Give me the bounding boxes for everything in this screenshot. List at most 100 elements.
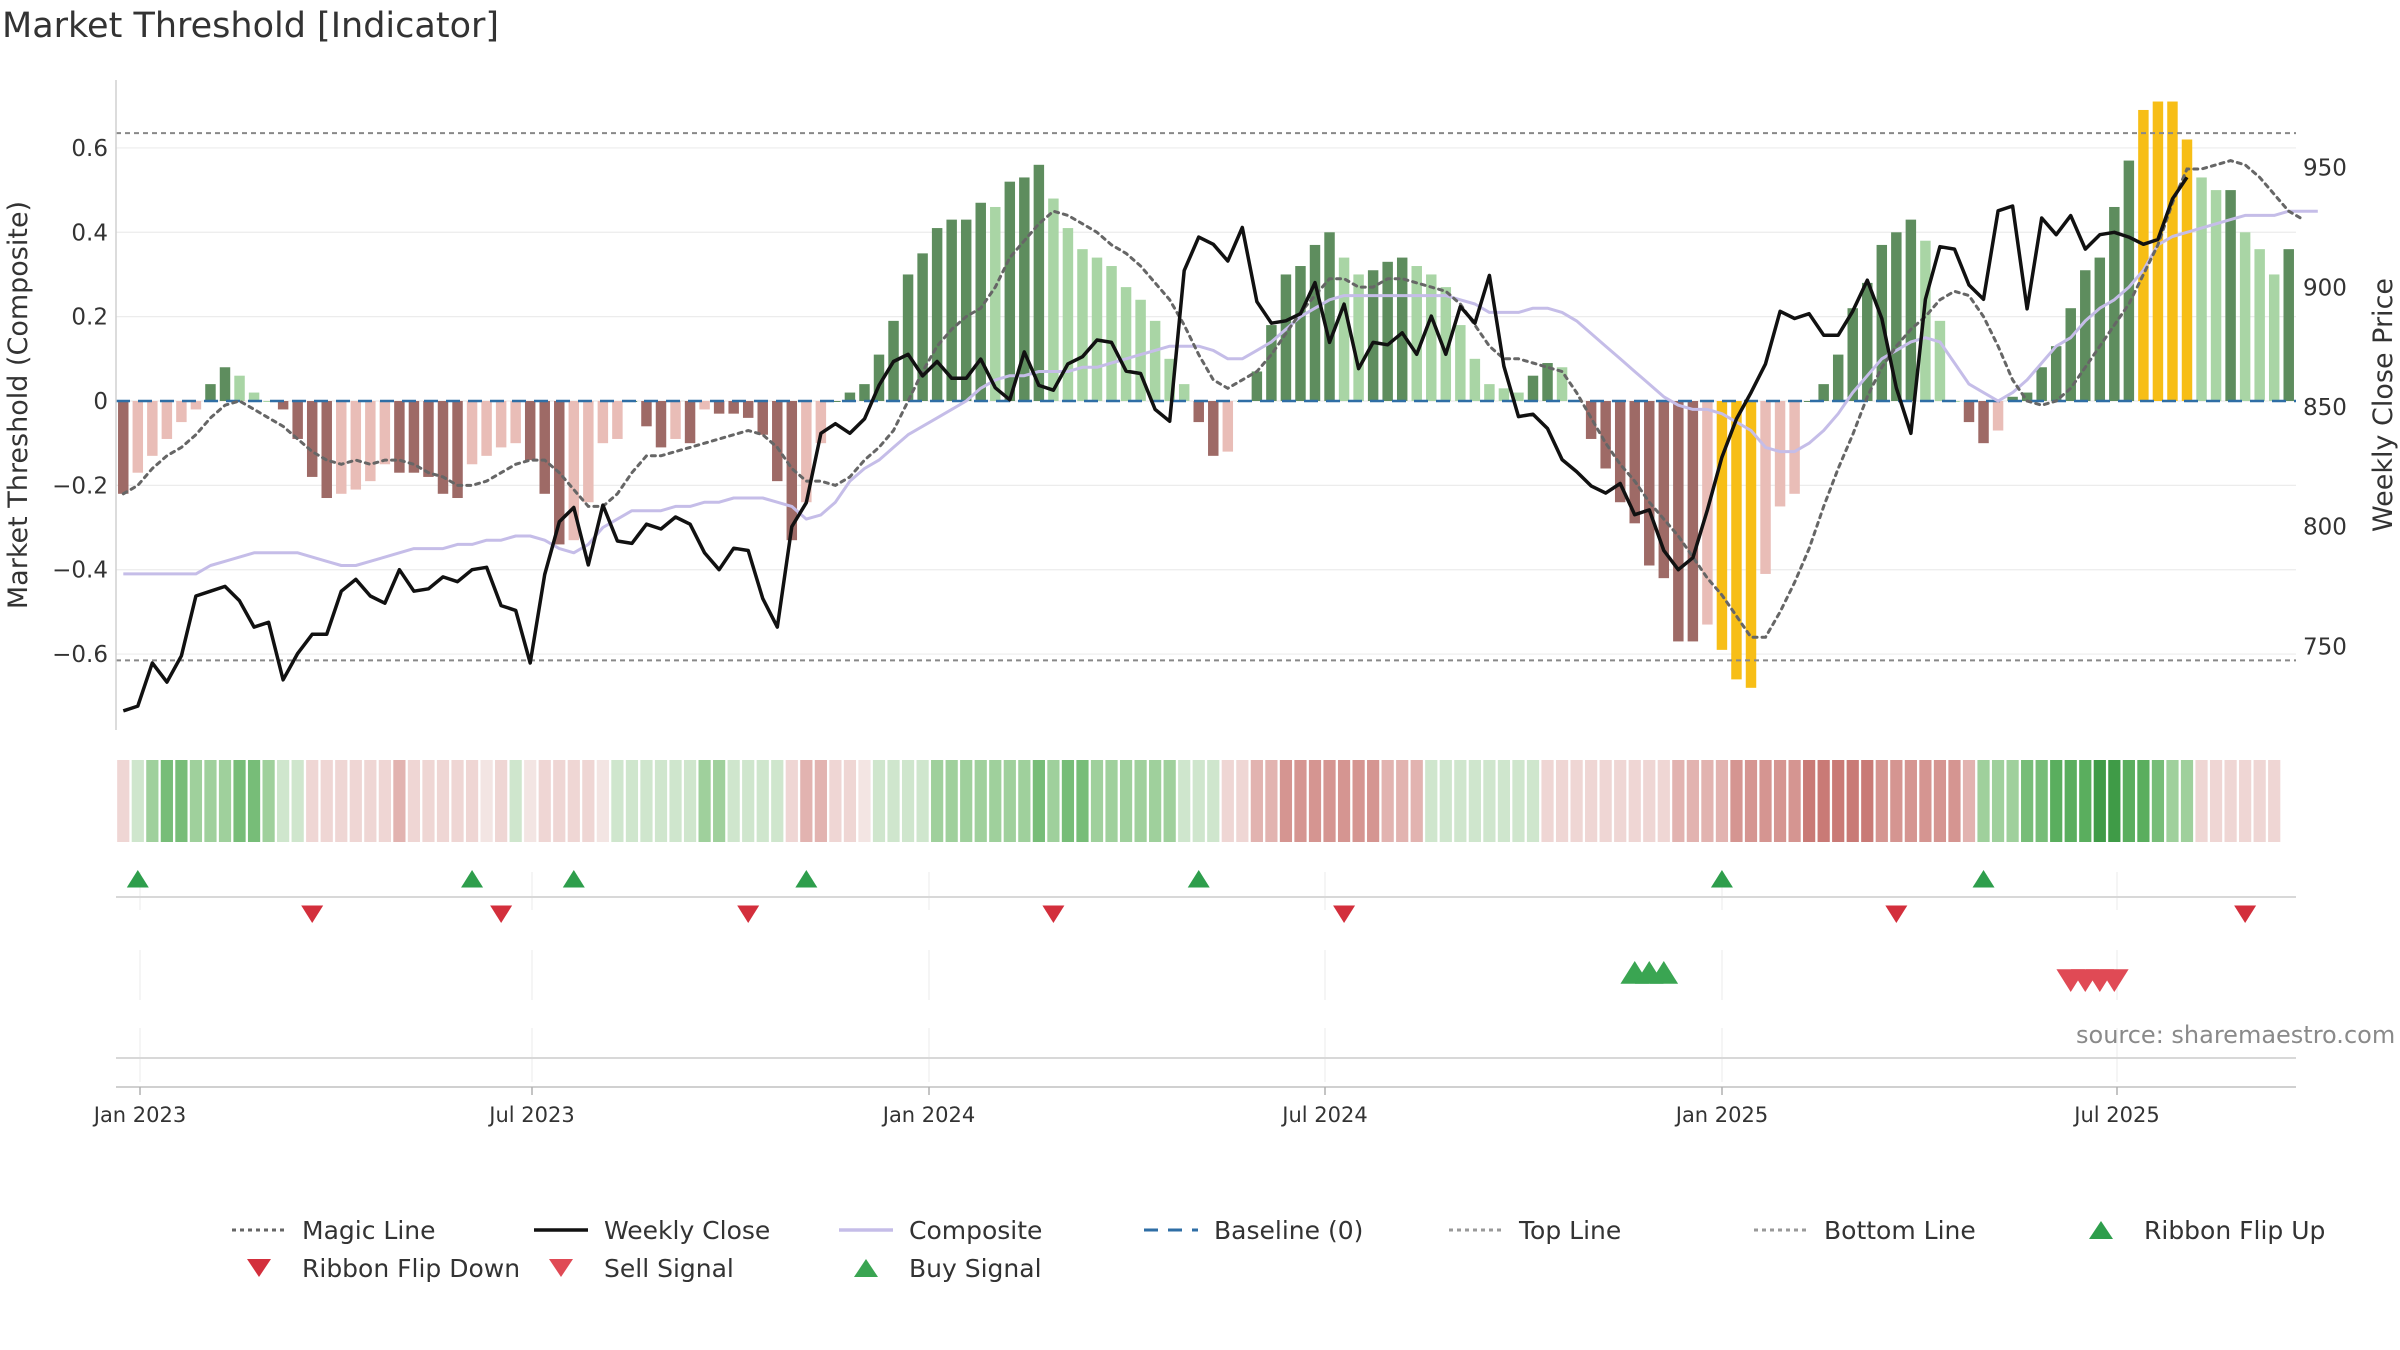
ribbon-cell [1555, 760, 1569, 842]
ribbon-flip-down-marker [1885, 905, 1908, 923]
legend-label: Composite [909, 1215, 1043, 1245]
threshold-bar [1266, 325, 1277, 401]
legend-swatch [1449, 1228, 1503, 1232]
ribbon-cell [2064, 760, 2077, 842]
threshold-bar [975, 202, 986, 401]
x-tick-label: Jan 2023 [92, 1103, 187, 1127]
threshold-bar [1992, 401, 2004, 431]
buy-signal-marker [1649, 961, 1679, 984]
ribbon-cell [931, 760, 944, 842]
threshold-bar [1862, 282, 1873, 401]
ribbon-cell [1207, 760, 1220, 842]
threshold-bar [365, 401, 376, 482]
threshold-bar [1091, 257, 1103, 401]
triangle-up-icon [854, 1259, 878, 1277]
legend-label: Sell Signal [604, 1253, 734, 1283]
ribbon-cell [1134, 760, 1147, 842]
ribbon-cell [233, 760, 246, 842]
legend-swatch [1754, 1228, 1808, 1232]
ribbon-flip-up-marker [795, 870, 818, 888]
threshold-bar [1033, 164, 1045, 401]
threshold-bar [612, 401, 623, 439]
threshold-bar [2210, 190, 2222, 401]
right-tick-label: 950 [2303, 156, 2347, 182]
threshold-bar [1716, 401, 1728, 650]
left-tick-label: −0.2 [52, 473, 108, 499]
ribbon-cell [1221, 760, 1234, 842]
threshold-bar [1426, 274, 1437, 401]
legend-label: Ribbon Flip Up [2144, 1215, 2326, 1245]
threshold-bar [801, 401, 812, 503]
ribbon-cell [1308, 760, 1322, 842]
ribbon-cell [785, 760, 798, 842]
threshold-bar [1760, 401, 1771, 574]
ribbon-cell [204, 760, 217, 842]
threshold-bar [292, 401, 303, 439]
left-axis-title: Market Threshold (Composite) [3, 201, 34, 609]
threshold-bar [481, 401, 492, 456]
ribbon-cell [1701, 760, 1714, 842]
legend-item: Weekly Close [532, 1212, 770, 1248]
ribbon-cell [945, 760, 958, 842]
ribbon-cell [553, 760, 566, 842]
legend-item: Buy Signal [837, 1250, 1042, 1286]
ribbon-cell [1614, 760, 1627, 842]
signal-rows [116, 870, 2296, 1088]
legend-swatch [247, 1259, 271, 1277]
ribbon-cell [1149, 760, 1162, 842]
ribbon-flip-down-marker [490, 905, 513, 923]
ribbon-cell [2224, 760, 2237, 842]
threshold-bar [670, 401, 681, 439]
ribbon-cell [1512, 760, 1525, 842]
ribbon-strip [117, 760, 2281, 842]
threshold-bar [1818, 384, 1829, 401]
threshold-bar [336, 401, 347, 494]
ribbon-cell [1570, 760, 1583, 842]
threshold-bar [1396, 257, 1408, 401]
ribbon-cell [175, 760, 188, 842]
right-tick-label: 800 [2303, 515, 2347, 541]
threshold-bar [844, 392, 856, 401]
threshold-bar [931, 228, 943, 401]
ribbon-flip-down-marker [1333, 905, 1356, 923]
ribbon-flip-down-marker [1042, 905, 1065, 923]
threshold-bar [1600, 401, 1611, 469]
threshold-bar [902, 274, 914, 401]
ribbon-cell [1352, 760, 1365, 842]
chart-title: Market Threshold [Indicator] [2, 6, 500, 46]
legend-swatch [534, 1228, 588, 1232]
threshold-bar [1469, 358, 1481, 401]
x-tick-label: Jan 2024 [881, 1103, 976, 1127]
legend-label: Buy Signal [909, 1253, 1042, 1283]
threshold-bar [2080, 270, 2091, 401]
composite-line [123, 209, 2318, 576]
ribbon-flip-up-marker [1187, 870, 1210, 888]
threshold-bar [1077, 249, 1088, 401]
ribbon-cell [1105, 760, 1118, 842]
ribbon-cell [2122, 760, 2135, 842]
threshold-bar [1178, 384, 1190, 401]
threshold-bar [321, 401, 332, 499]
threshold-bar [1934, 320, 1946, 401]
ribbon-cell [2079, 760, 2092, 842]
legend-swatch [2089, 1221, 2113, 1239]
threshold-bar [1280, 274, 1292, 401]
ribbon-cell [1773, 760, 1787, 842]
ribbon-cell [2093, 760, 2106, 842]
threshold-bar [2007, 396, 2018, 401]
ribbon-cell [189, 760, 203, 842]
legend-label: Weekly Close [604, 1215, 771, 1245]
ribbon-cell [2253, 760, 2266, 842]
legend-item: Sell Signal [532, 1250, 734, 1286]
ribbon-cell [1076, 760, 1089, 842]
ribbon-flip-down-marker [301, 905, 324, 923]
ribbon-cell [1730, 760, 1743, 842]
legend-swatch [1144, 1228, 1198, 1232]
legend-item: Ribbon Flip Up [2072, 1212, 2325, 1248]
legend-swatch [549, 1259, 573, 1277]
ribbon-cell [480, 760, 493, 842]
threshold-bar [2050, 346, 2062, 401]
legend-item: Bottom Line [1752, 1212, 1976, 1248]
ribbon-cell [1585, 760, 1598, 842]
threshold-bar [1774, 401, 1786, 507]
